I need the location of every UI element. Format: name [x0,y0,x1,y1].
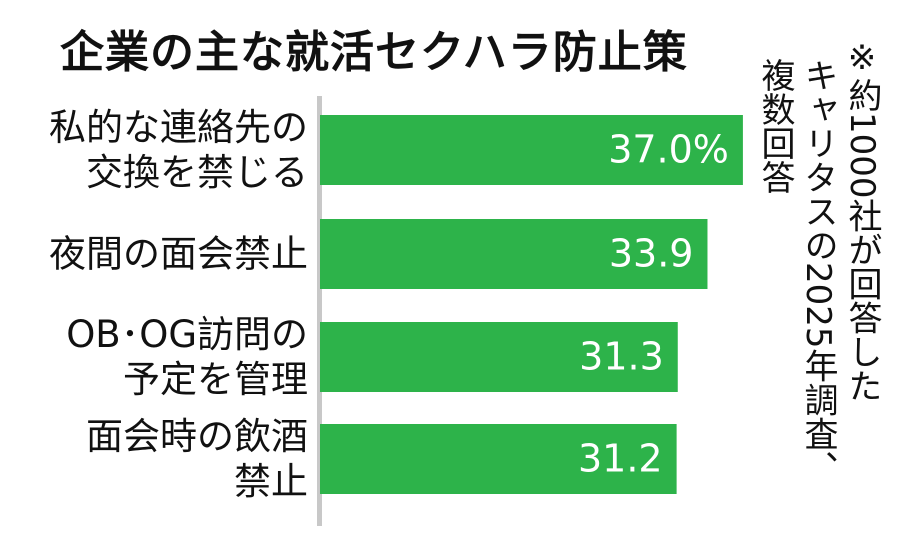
value-label: 37.0% [608,128,729,172]
axis-line [317,96,322,526]
value-label: 31.2 [578,437,663,481]
value-label: 33.9 [609,232,694,276]
chart-title: 企業の主な就活セクハラ防止策 [60,27,688,78]
note: 複数回答 [755,58,795,194]
bar [320,115,743,185]
category-label: OB･OG訪問の 予定を管理 [66,313,308,401]
bar [320,322,678,392]
bar [320,219,708,289]
note: キャリタスの2025年調査、 [798,58,838,485]
value-label: 31.3 [579,335,664,379]
note: ※約1000社が回答した [842,38,882,403]
bar [320,424,677,494]
category-label: 面会時の飲酒 禁止 [86,415,308,503]
category-label: 夜間の面会禁止 [49,232,308,276]
category-label: 私的な連絡先の 交換を禁じる [49,106,308,194]
